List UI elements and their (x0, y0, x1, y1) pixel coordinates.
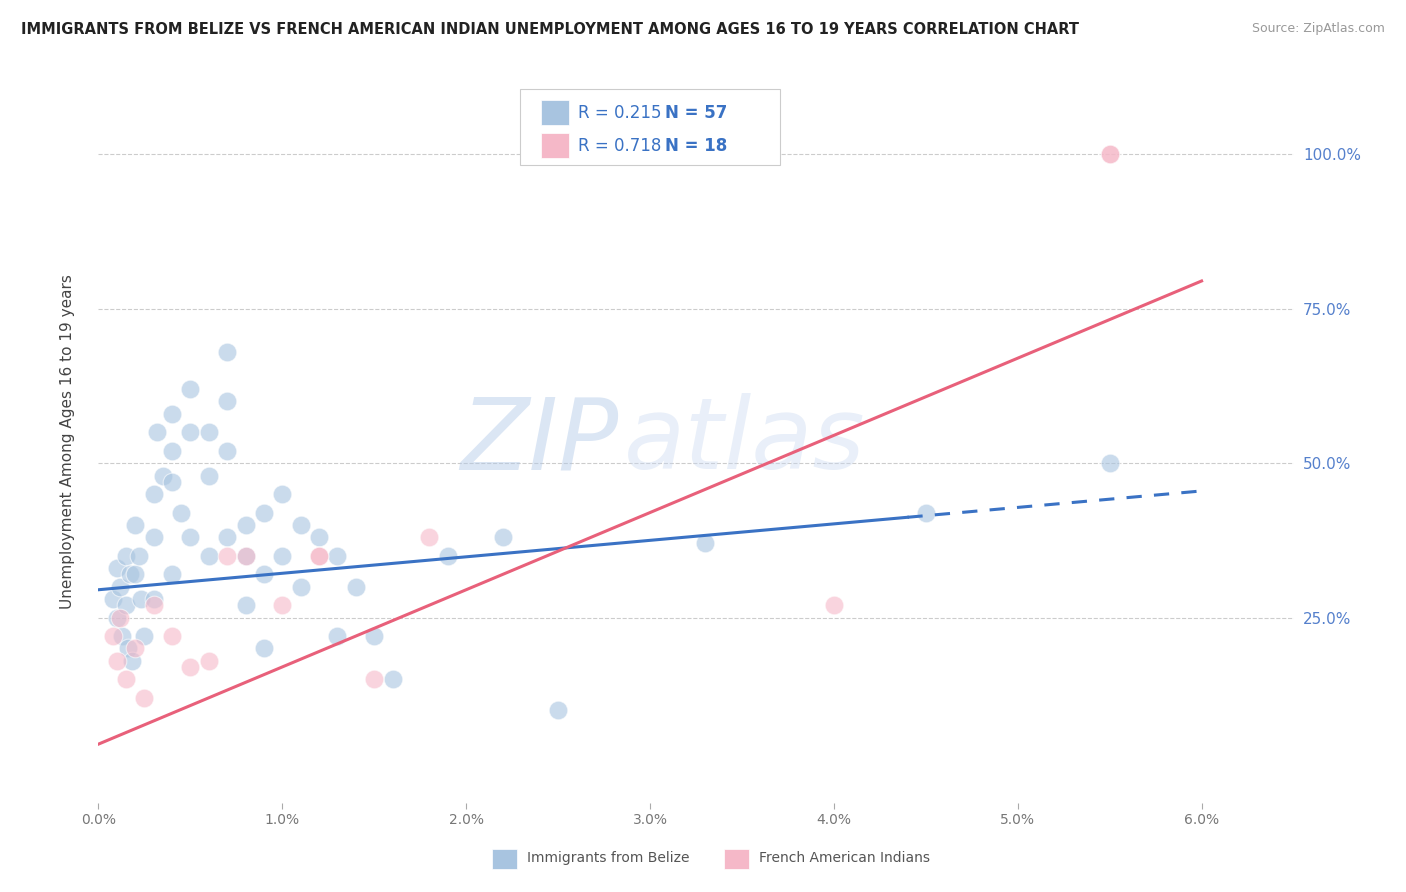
Point (823, 598, 845, 612)
Point (326, 549, 349, 563)
Point (179, 425, 201, 440)
Point (142, 530, 165, 544)
Point (492, 530, 515, 544)
Text: R = 0.215: R = 0.215 (578, 104, 661, 122)
Point (418, 530, 440, 544)
Point (128, 549, 150, 563)
Point (253, 641, 276, 656)
Point (160, 567, 183, 582)
Point (290, 517, 312, 532)
Point (179, 530, 201, 544)
Point (271, 487, 294, 501)
Point (111, 629, 134, 643)
Point (101, 629, 124, 643)
Point (142, 487, 165, 501)
Text: Immigrants from Belize: Immigrants from Belize (527, 851, 690, 865)
Point (308, 549, 330, 563)
Point (695, 536, 717, 550)
Point (290, 580, 312, 594)
Point (179, 660, 201, 674)
Point (152, 468, 174, 483)
Text: R = 0.718: R = 0.718 (578, 137, 661, 155)
Text: Source: ZipAtlas.com: Source: ZipAtlas.com (1251, 22, 1385, 36)
Point (308, 549, 330, 563)
Point (197, 549, 219, 563)
Point (105, 610, 128, 624)
Point (235, 517, 257, 532)
Point (115, 598, 138, 612)
Point (124, 567, 146, 582)
Point (235, 549, 257, 563)
Text: N = 18: N = 18 (665, 137, 727, 155)
Point (308, 530, 330, 544)
Y-axis label: Unemployment Among Ages 16 to 19 years: Unemployment Among Ages 16 to 19 years (60, 274, 75, 609)
Point (117, 641, 139, 656)
Point (101, 592, 124, 607)
Point (170, 506, 193, 520)
Point (217, 530, 239, 544)
Text: ZIP: ZIP (460, 393, 619, 490)
Point (142, 598, 165, 612)
Point (217, 549, 239, 563)
Point (235, 598, 257, 612)
Point (134, 690, 156, 705)
Point (271, 549, 294, 563)
Point (197, 425, 219, 440)
Point (547, 703, 569, 717)
Point (217, 345, 239, 359)
Point (105, 561, 128, 575)
Point (115, 549, 138, 563)
Point (160, 443, 183, 458)
Point (118, 567, 141, 582)
Text: French American Indians: French American Indians (759, 851, 931, 865)
Point (179, 382, 201, 396)
Point (217, 443, 239, 458)
Point (253, 567, 276, 582)
Point (160, 475, 183, 489)
Point (142, 592, 165, 607)
Point (235, 549, 257, 563)
Point (105, 654, 128, 668)
Point (253, 506, 276, 520)
Point (363, 629, 385, 643)
Text: N = 57: N = 57 (665, 104, 727, 122)
Point (436, 549, 458, 563)
Point (363, 673, 385, 687)
Text: atlas: atlas (624, 393, 866, 490)
Point (124, 517, 146, 532)
Point (134, 629, 156, 643)
Point (160, 629, 183, 643)
Point (110, 610, 132, 624)
Point (197, 654, 219, 668)
Point (217, 394, 239, 409)
Point (129, 592, 152, 607)
Point (326, 629, 349, 643)
Point (914, 506, 936, 520)
Point (146, 425, 169, 440)
Point (160, 407, 183, 421)
Point (197, 468, 219, 483)
Point (381, 673, 404, 687)
Point (121, 654, 143, 668)
Point (1098, 147, 1121, 161)
Point (344, 580, 367, 594)
Text: IMMIGRANTS FROM BELIZE VS FRENCH AMERICAN INDIAN UNEMPLOYMENT AMONG AGES 16 TO 1: IMMIGRANTS FROM BELIZE VS FRENCH AMERICA… (21, 22, 1078, 37)
Point (115, 673, 138, 687)
Point (1098, 456, 1121, 470)
Point (124, 641, 146, 656)
Point (271, 598, 294, 612)
Point (110, 580, 132, 594)
Point (1098, 147, 1121, 161)
